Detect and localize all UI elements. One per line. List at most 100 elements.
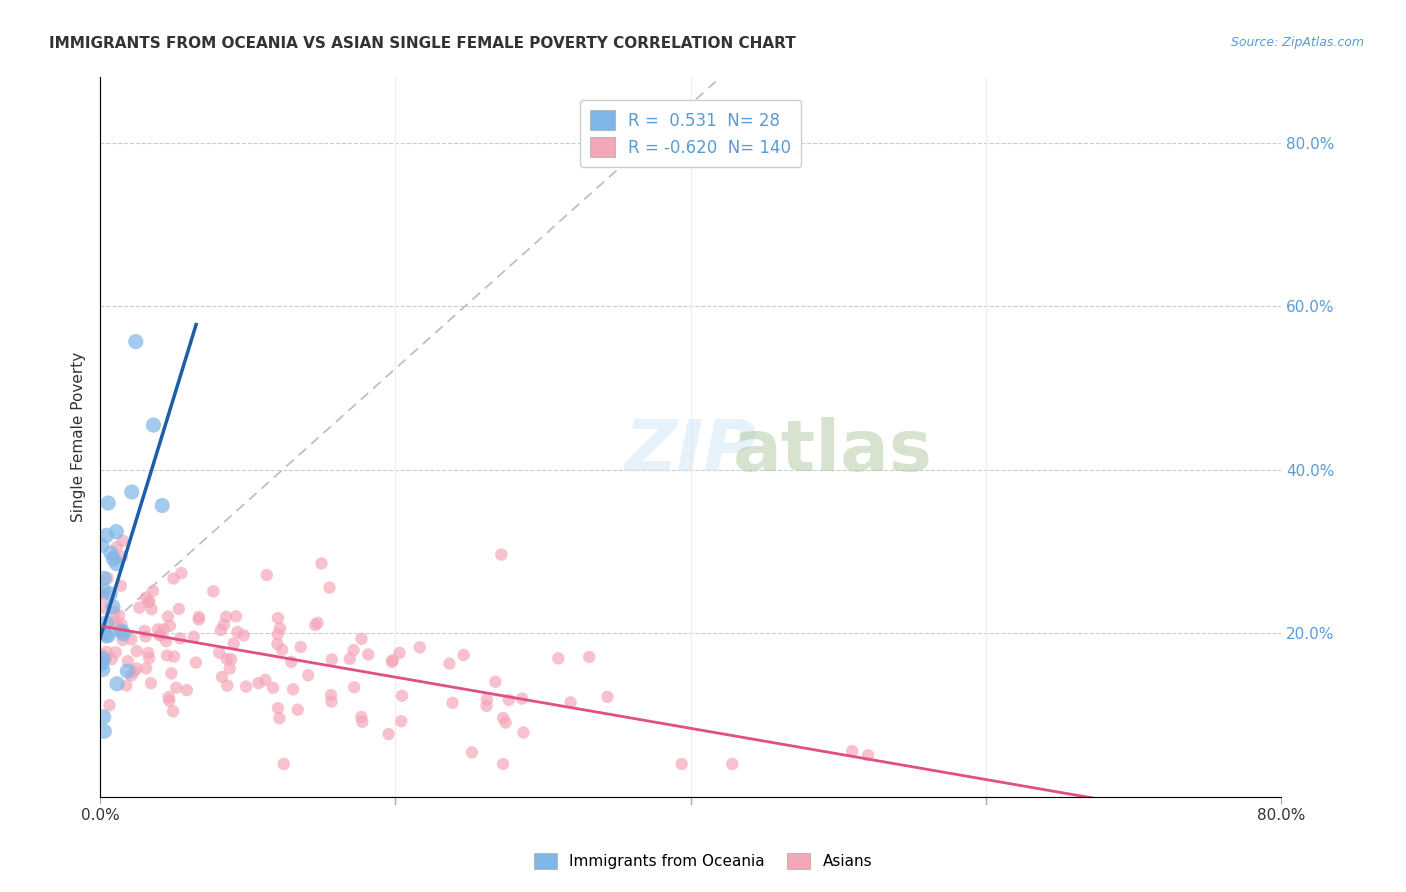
Asians xyxy=(111,549,134,564)
Asians xyxy=(381,655,404,669)
Asians xyxy=(169,632,191,646)
Asians xyxy=(281,682,304,697)
Asians xyxy=(222,636,245,650)
Asians xyxy=(273,756,295,771)
Asians xyxy=(219,652,242,666)
Asians xyxy=(560,695,582,709)
Asians xyxy=(163,649,186,664)
Asians xyxy=(671,756,693,771)
Asians xyxy=(280,655,302,669)
Immigrants from Oceania xyxy=(90,657,112,671)
Asians xyxy=(91,589,114,603)
Asians xyxy=(90,648,112,663)
Asians xyxy=(135,630,157,644)
Asians xyxy=(156,648,179,663)
Legend: R =  0.531  N= 28, R = -0.620  N= 140: R = 0.531 N= 28, R = -0.620 N= 140 xyxy=(581,100,801,168)
Immigrants from Oceania xyxy=(105,677,128,691)
Asians xyxy=(149,628,172,642)
Asians xyxy=(139,676,162,690)
Asians xyxy=(475,692,498,706)
Immigrants from Oceania xyxy=(117,664,139,678)
Asians xyxy=(307,615,329,630)
Text: Source: ZipAtlas.com: Source: ZipAtlas.com xyxy=(1230,36,1364,49)
Asians xyxy=(217,679,239,693)
Asians xyxy=(135,661,157,675)
Asians xyxy=(103,615,125,630)
Asians xyxy=(304,618,326,632)
Asians xyxy=(269,621,291,635)
Asians xyxy=(148,628,170,642)
Immigrants from Oceania xyxy=(98,587,121,601)
Asians xyxy=(134,624,156,638)
Asians xyxy=(262,681,284,695)
Asians xyxy=(138,594,160,608)
Asians xyxy=(211,670,233,684)
Asians xyxy=(492,711,515,725)
Asians xyxy=(98,698,121,713)
Asians xyxy=(90,656,112,670)
Asians xyxy=(117,654,139,668)
Asians xyxy=(159,618,181,632)
Immigrants from Oceania xyxy=(101,599,124,614)
Asians xyxy=(122,665,145,679)
Asians xyxy=(856,748,879,763)
Asians xyxy=(215,652,238,666)
Asians xyxy=(841,744,863,758)
Immigrants from Oceania xyxy=(96,615,118,630)
Asians xyxy=(188,610,211,624)
Asians xyxy=(388,646,411,660)
Asians xyxy=(439,657,461,671)
Asians xyxy=(135,591,157,605)
Asians xyxy=(128,600,150,615)
Asians xyxy=(96,571,118,585)
Asians xyxy=(111,632,134,647)
Asians xyxy=(105,540,128,554)
Asians xyxy=(475,698,498,713)
Immigrants from Oceania xyxy=(93,724,115,739)
Asians xyxy=(596,690,619,704)
Asians xyxy=(100,652,122,666)
Asians xyxy=(321,652,343,666)
Immigrants from Oceania xyxy=(91,663,114,677)
Asians xyxy=(441,696,464,710)
Asians xyxy=(578,650,600,665)
Asians xyxy=(184,656,207,670)
Immigrants from Oceania xyxy=(96,629,118,643)
Asians xyxy=(381,653,404,667)
Asians xyxy=(321,695,343,709)
Asians xyxy=(160,666,183,681)
Asians xyxy=(357,648,380,662)
Asians xyxy=(389,714,412,729)
Asians xyxy=(110,625,132,640)
Asians xyxy=(111,533,134,548)
Asians xyxy=(247,676,270,690)
Legend: Immigrants from Oceania, Asians: Immigrants from Oceania, Asians xyxy=(527,847,879,875)
Asians xyxy=(453,648,475,662)
Asians xyxy=(157,690,180,704)
Asians xyxy=(492,756,515,771)
Asians xyxy=(267,701,290,715)
Asians xyxy=(162,572,184,586)
Asians xyxy=(350,710,373,724)
Asians xyxy=(146,623,169,637)
Immigrants from Oceania xyxy=(105,524,128,539)
Immigrants from Oceania xyxy=(125,334,148,349)
Immigrants from Oceania xyxy=(91,651,114,665)
Asians xyxy=(138,595,160,609)
Asians xyxy=(156,609,179,624)
Asians xyxy=(461,745,484,759)
Asians xyxy=(232,628,254,642)
Immigrants from Oceania xyxy=(103,552,125,566)
Asians xyxy=(287,703,309,717)
Immigrants from Oceania xyxy=(100,546,122,560)
Asians xyxy=(721,756,744,771)
Asians xyxy=(115,678,138,692)
Asians xyxy=(297,668,319,682)
Asians xyxy=(271,642,294,657)
Asians xyxy=(209,623,232,637)
Asians xyxy=(218,662,240,676)
Asians xyxy=(170,566,193,581)
Asians xyxy=(498,693,520,707)
Asians xyxy=(107,619,129,633)
Asians xyxy=(495,715,517,730)
